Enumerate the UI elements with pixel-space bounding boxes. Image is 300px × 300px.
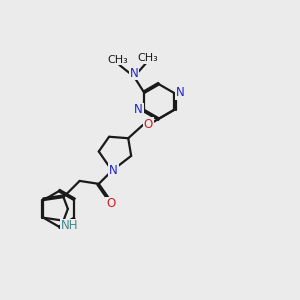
Text: NH: NH <box>61 220 79 232</box>
Text: N: N <box>176 86 184 99</box>
Text: O: O <box>144 118 153 131</box>
Text: N: N <box>134 103 143 116</box>
Text: N: N <box>130 67 138 80</box>
Text: N: N <box>109 164 118 177</box>
Text: CH₃: CH₃ <box>107 55 128 64</box>
Text: CH₃: CH₃ <box>137 53 158 63</box>
Text: O: O <box>106 197 115 210</box>
